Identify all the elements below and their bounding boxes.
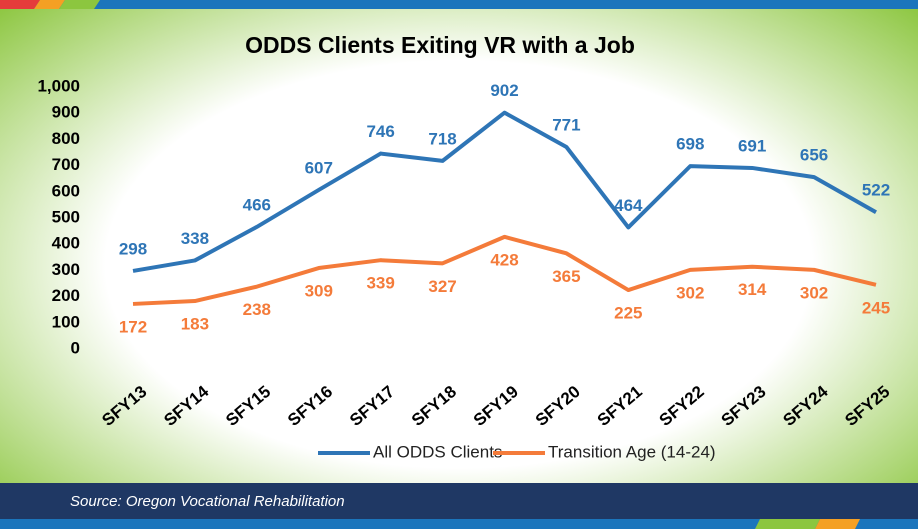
- legend-label: All ODDS Clients: [373, 442, 502, 461]
- data-label: 698: [676, 135, 704, 154]
- y-tick-label: 200: [52, 286, 80, 305]
- data-label: 302: [800, 283, 828, 302]
- data-label: 238: [243, 300, 271, 319]
- y-tick-label: 700: [52, 155, 80, 174]
- y-tick-label: 900: [52, 103, 80, 122]
- data-label: 771: [552, 115, 580, 134]
- stripe: [59, 0, 100, 9]
- source: Source: Oregon Vocational Rehabilitation: [70, 493, 345, 510]
- data-label: 327: [428, 277, 456, 296]
- legend-label: Transition Age (14-24): [548, 442, 716, 461]
- data-label: 691: [738, 136, 766, 155]
- data-label: 309: [305, 282, 333, 301]
- y-tick-label: 300: [52, 260, 80, 279]
- y-tick-label: 800: [52, 129, 80, 148]
- data-label: 183: [181, 315, 209, 334]
- data-label: 428: [490, 250, 518, 269]
- y-tick-label: 500: [52, 207, 80, 226]
- stripe: [0, 0, 40, 9]
- data-label: 746: [366, 122, 394, 141]
- data-label: 172: [119, 317, 147, 336]
- data-label: 302: [676, 283, 704, 302]
- y-tick-label: 1,000: [37, 76, 80, 95]
- bottom-band: [0, 519, 918, 529]
- data-label: 464: [614, 196, 643, 215]
- data-label: 607: [305, 158, 333, 177]
- y-tick-label: 400: [52, 234, 80, 253]
- line: [132, 110, 877, 273]
- data-label: 466: [243, 195, 271, 214]
- line: [132, 234, 877, 306]
- data-label: 339: [366, 274, 394, 293]
- data-label: 718: [428, 129, 456, 148]
- y-tick-label: 0: [71, 338, 80, 357]
- data-label: 902: [490, 81, 518, 100]
- y-tick-label: 100: [52, 312, 80, 331]
- data-label: 245: [862, 298, 890, 317]
- stripe: [755, 519, 820, 529]
- stripe: [815, 519, 860, 529]
- data-label: 365: [552, 267, 580, 286]
- data-label: 656: [800, 146, 828, 165]
- data-label: 522: [862, 181, 890, 200]
- y-tick-label: 600: [52, 181, 80, 200]
- data-label: 298: [119, 239, 147, 258]
- footer-band: [0, 483, 918, 519]
- data-label: 338: [181, 229, 209, 248]
- top-band: [0, 0, 918, 9]
- data-label: 314: [738, 280, 767, 299]
- stripe: [34, 0, 65, 9]
- data-label: 225: [614, 304, 642, 323]
- chart-title: ODDS Clients Exiting VR with a Job: [245, 32, 635, 58]
